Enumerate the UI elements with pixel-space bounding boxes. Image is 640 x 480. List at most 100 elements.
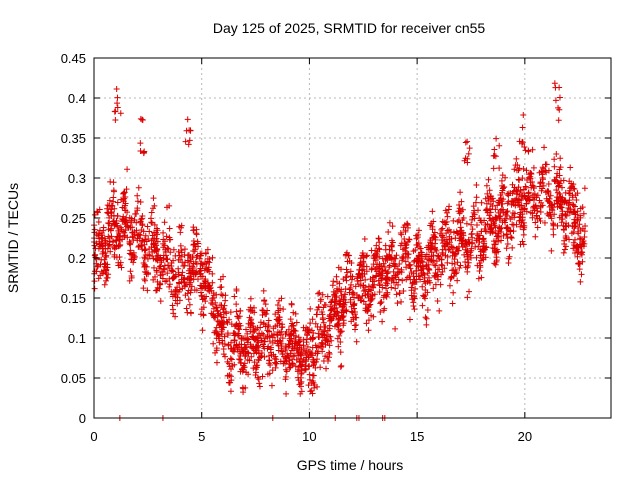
data-point xyxy=(272,353,279,360)
data-point xyxy=(140,149,147,156)
data-point xyxy=(320,357,327,364)
data-point xyxy=(154,231,161,238)
data-point xyxy=(443,230,450,237)
data-point xyxy=(370,313,377,320)
data-point xyxy=(500,232,507,239)
data-point xyxy=(279,335,286,342)
data-point xyxy=(337,349,344,356)
data-point xyxy=(379,266,386,273)
data-point xyxy=(253,343,260,350)
data-point xyxy=(390,260,397,267)
data-point xyxy=(476,268,483,275)
data-point xyxy=(561,246,568,253)
data-point xyxy=(353,338,360,345)
data-point xyxy=(192,269,199,276)
data-point xyxy=(389,239,396,246)
data-point xyxy=(292,336,299,343)
data-point xyxy=(141,247,148,254)
data-point xyxy=(114,223,121,230)
data-point xyxy=(236,348,243,355)
data-point xyxy=(196,268,203,275)
data-point xyxy=(360,253,367,260)
data-point xyxy=(276,316,283,323)
data-point xyxy=(419,259,426,266)
data-point xyxy=(520,241,527,248)
data-point xyxy=(206,255,213,262)
data-point xyxy=(441,243,448,250)
data-point xyxy=(136,242,143,249)
data-point xyxy=(197,282,204,289)
data-point xyxy=(578,271,585,278)
data-point xyxy=(461,242,468,249)
data-point xyxy=(338,362,345,369)
data-point xyxy=(295,339,302,346)
data-point xyxy=(101,281,108,288)
data-point xyxy=(512,162,519,169)
data-point xyxy=(116,236,123,243)
data-point xyxy=(190,238,197,245)
data-point xyxy=(154,255,161,262)
data-point xyxy=(301,345,308,352)
data-point xyxy=(134,205,141,212)
data-point xyxy=(218,291,225,298)
data-point xyxy=(290,328,297,335)
data-point xyxy=(482,207,489,214)
data-point xyxy=(209,270,216,277)
data-point xyxy=(517,223,524,230)
data-point xyxy=(306,376,313,383)
y-tick-label: 0.35 xyxy=(61,131,86,146)
data-point xyxy=(126,238,133,245)
data-point xyxy=(110,212,117,219)
data-point xyxy=(578,251,585,258)
data-point xyxy=(139,213,146,220)
data-point xyxy=(411,306,418,313)
data-point xyxy=(287,316,294,323)
data-point xyxy=(466,239,473,246)
data-point xyxy=(401,240,408,247)
data-point xyxy=(379,318,386,325)
data-point xyxy=(128,274,135,281)
data-point xyxy=(509,181,516,188)
data-point xyxy=(95,275,102,282)
data-point xyxy=(309,336,316,343)
data-point xyxy=(294,368,301,375)
data-point xyxy=(386,264,393,271)
data-point xyxy=(224,332,231,339)
data-point xyxy=(518,202,525,209)
data-point xyxy=(283,368,290,375)
data-point xyxy=(504,212,511,219)
y-axis-ticks: 0 0.05 0.1 0.15 0.2 0.25 0.3 0.35 0.4 0.45 xyxy=(61,51,611,426)
data-point xyxy=(310,356,317,363)
data-point xyxy=(516,217,523,224)
data-point xyxy=(423,315,430,322)
data-point xyxy=(106,220,113,227)
data-point xyxy=(321,301,328,308)
data-point xyxy=(186,277,193,284)
data-point xyxy=(168,262,175,269)
data-point xyxy=(519,192,526,199)
data-point xyxy=(539,164,546,171)
data-point xyxy=(473,222,480,229)
data-point xyxy=(327,303,334,310)
data-point xyxy=(129,224,136,231)
data-point xyxy=(213,359,220,366)
data-point xyxy=(413,267,420,274)
data-point xyxy=(517,211,524,218)
data-point xyxy=(362,276,369,283)
data-point xyxy=(141,264,148,271)
grid xyxy=(94,58,611,418)
data-point xyxy=(472,199,479,206)
data-point xyxy=(256,380,263,387)
data-point xyxy=(91,211,98,218)
data-point xyxy=(322,353,329,360)
data-point xyxy=(476,239,483,246)
data-point xyxy=(260,287,267,294)
data-point xyxy=(172,252,179,259)
data-point xyxy=(504,224,511,231)
data-point xyxy=(457,231,464,238)
data-point xyxy=(329,296,336,303)
data-point xyxy=(438,237,445,244)
data-point xyxy=(91,226,98,233)
data-point xyxy=(152,246,159,253)
data-point xyxy=(104,209,111,216)
